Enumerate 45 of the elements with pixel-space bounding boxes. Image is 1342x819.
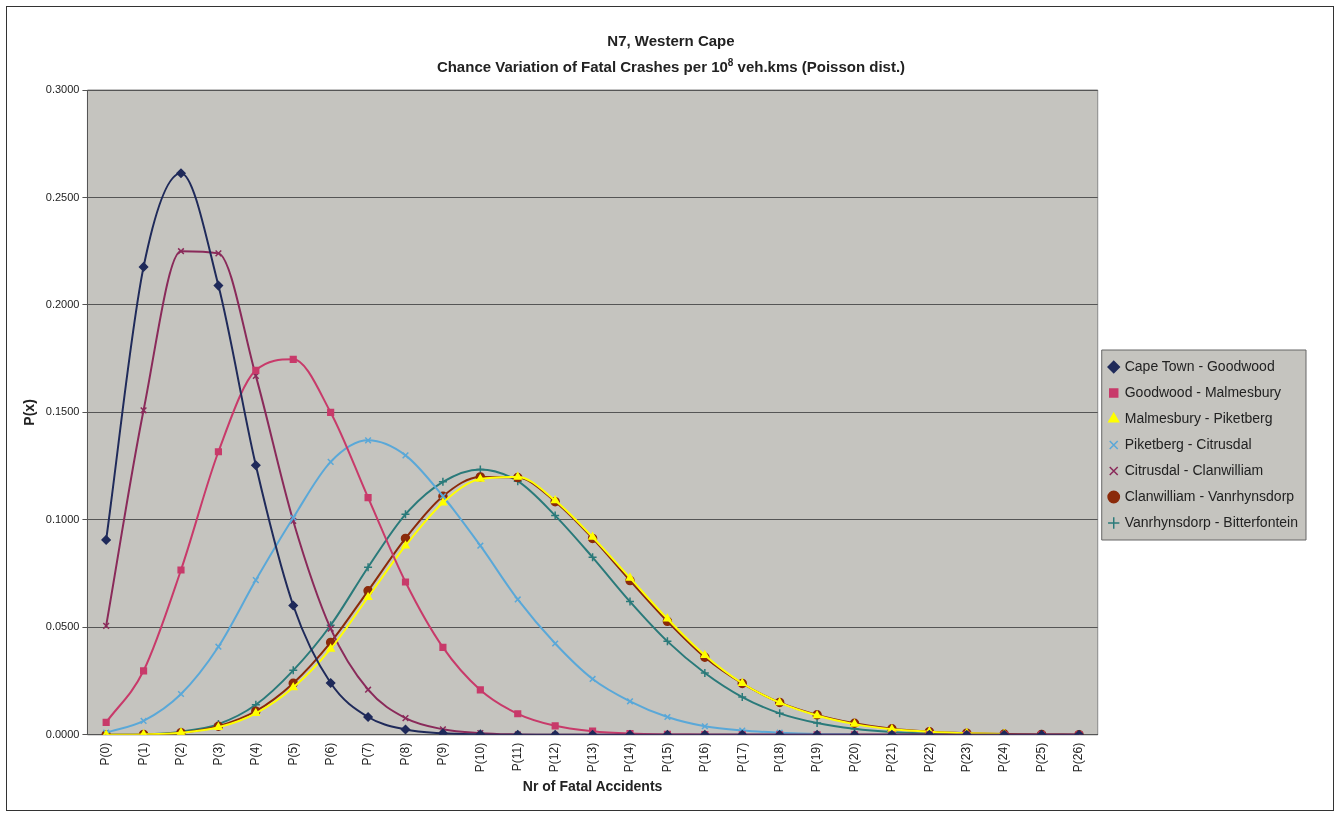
x-tick-label: P(18) [771,742,786,773]
legend-label: Goodwood - Malmesbury [1124,383,1282,400]
x-tick-label: P(0) [98,742,113,766]
x-tick-label: P(25) [1033,742,1048,773]
x-tick-label: P(19) [809,742,824,773]
x-tick-label: P(9) [435,742,450,766]
y-tick-label: 0.1500 [45,405,80,418]
x-tick-label: P(12) [547,742,562,773]
x-tick-label: P(21) [884,742,899,773]
y-tick-label: 0.0500 [45,620,80,633]
x-tick-label: P(15) [659,742,674,773]
legend-label: Malmesbury - Piketberg [1124,409,1273,426]
x-tick-label: P(6) [322,742,337,766]
legend-label: Cape Town - Goodwood [1124,357,1275,374]
x-tick-label: P(10) [472,742,487,773]
x-tick-label: P(16) [697,742,712,773]
y-tick-label: 0.0000 [45,727,80,740]
x-tick-label: P(20) [846,742,861,773]
y-tick-label: 0.3000 [45,83,80,96]
x-tick-label: P(24) [996,742,1011,773]
x-tick-label: P(3) [210,742,225,766]
legend-label: Piketberg - Citrusdal [1124,435,1252,452]
x-tick-label: P(22) [921,742,936,773]
x-tick-label: P(4) [248,742,263,766]
y-tick-label: 0.2000 [45,297,80,310]
x-tick-label: P(11) [510,742,525,772]
legend-label: Clanwilliam - Vanrhynsdorp [1124,487,1295,504]
y-tick-label: 0.1000 [45,512,80,525]
x-tick-label: P(7) [360,742,375,766]
x-tick-label: P(26) [1071,742,1086,773]
x-axis-title: Nr of Fatal Accidents [522,778,663,795]
x-tick-label: P(14) [622,742,637,773]
x-tick-label: P(17) [734,742,749,773]
y-axis-title: P(x) [21,399,38,426]
x-tick-label: P(13) [584,742,599,773]
x-tick-label: P(2) [173,742,188,766]
x-tick-label: P(8) [397,742,412,766]
y-tick-label: 0.2500 [45,190,80,203]
x-tick-label: P(1) [135,742,150,766]
legend-label: Citrusdal - Clanwilliam [1124,461,1264,478]
legend-label: Vanrhynsdorp - Bitterfontein [1124,513,1298,530]
x-tick-label: P(23) [959,742,974,773]
chart-title: N7, Western Cape [606,31,736,51]
x-tick-label: P(5) [285,742,300,766]
chart-subtitle: Chance Variation of Fatal Crashes per 10$^{8}$ veh.kms (Poisson dist.) [435,56,907,77]
